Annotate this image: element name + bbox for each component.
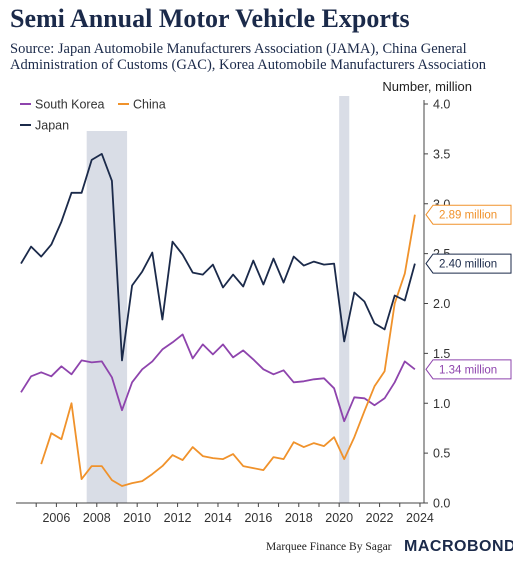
y-tick-label: 1.0 [433,397,450,411]
series-line-south-korea [20,333,416,423]
recession-bands [86,96,350,503]
x-tick-label: 2012 [164,511,192,525]
y-tick-label: 2.0 [433,297,450,311]
recession-band [86,131,128,503]
footer-credit: Marquee Finance By Sagar [266,541,392,553]
x-tick-label: 2018 [285,511,313,525]
x-tick-label: 2014 [204,511,232,525]
chart-title: Semi Annual Motor Vehicle Exports [10,4,410,33]
legend-label-china: China [133,98,166,112]
series-line-japan [20,152,416,362]
y-tick-label: 1.5 [433,347,450,361]
legend-label-south-korea: South Korea [35,98,105,112]
x-tick-label: 2024 [406,511,434,525]
series-lines [20,152,416,487]
legend: South Korea China Japan [20,98,166,133]
x-tick-label: 2020 [325,511,353,525]
x-tick-label: 2006 [42,511,70,525]
callout-box-china [425,204,512,225]
chart-axes: 2006 2008 2010 2012 2014 2016 2018 2020 2022 2024… [16,98,450,525]
callout-label-japan: 2.40 million [439,259,497,271]
callout-label-south-korea: 1.34 million [439,364,497,376]
x-tick-label: 2016 [244,511,272,525]
x-tick-label: 2022 [366,511,394,525]
callout-label-china: 2.89 million [439,210,497,222]
source-note: Source: Japan Automobile Manufacturers A… [10,41,487,73]
macrobond-logo: MACROBOND [404,538,513,555]
y-tick-label: 0.5 [433,447,450,461]
x-tick-label: 2008 [83,511,111,525]
y-tick-label: 4.0 [433,98,450,112]
legend-label-japan: Japan [35,119,69,133]
y-tick-label: 0.0 [433,497,450,511]
callout-box-japan [425,253,512,274]
recession-band [339,96,350,503]
callout-box-south-korea [425,359,512,380]
x-tick-label: 2010 [123,511,151,525]
value-callouts: 2.89 million 2.40 million 1.34 million [425,204,512,380]
y-tick-label: 3.5 [433,147,450,161]
y-axis-unit-label: Number, million [382,79,472,94]
series-line-china [40,214,416,487]
